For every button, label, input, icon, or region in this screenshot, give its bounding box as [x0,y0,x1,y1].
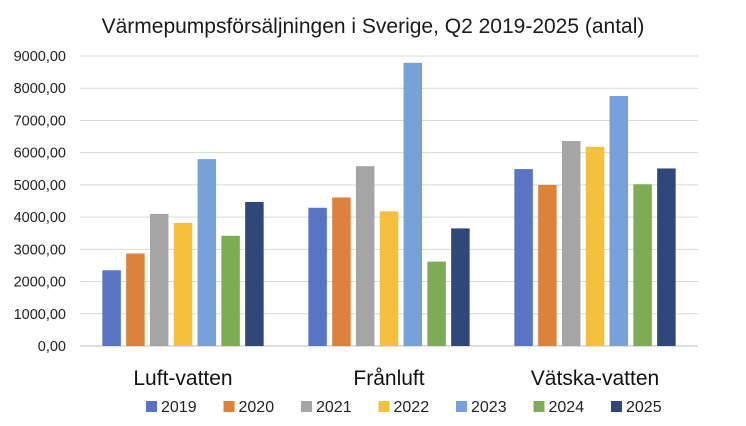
bar-2019-Frånluft [308,207,327,346]
y-tick-label: 4000,00 [14,210,66,226]
bar-2021-Luft-vatten [149,213,169,346]
legend-label-2019: 2019 [161,399,197,416]
bar-2025-Frånluft [451,228,470,346]
bar-2019-Vätska-vatten [514,169,533,346]
x-category-label: Luft-vatten [133,367,232,390]
bar-2024-Vätska-vatten [633,184,652,346]
bar-2023-Luft-vatten [197,159,217,346]
bar-2022-Vätska-vatten [585,146,605,346]
legend-swatch-2019 [146,401,157,412]
bars [102,62,676,347]
chart-title: Värmepumpsförsäljningen i Sverige, Q2 20… [102,15,645,38]
legend-label-2025: 2025 [626,399,662,416]
bar-2025-Vätska-vatten [657,168,676,346]
x-category-label: Vätska-vatten [531,367,659,390]
bar-2022-Luft-vatten [173,222,193,346]
y-tick-label: 8000,00 [14,81,66,97]
y-axis: 0,00 1000,00 2000,00 3000,00 4000,00 5000,00 6… [14,49,66,355]
y-tick-label: 9000,00 [14,49,66,65]
bar-2022-Frånluft [379,211,399,346]
bar-2023-Frånluft [403,62,423,347]
legend: 2019 2020 2021 2022 2023 2024 2025 [146,399,662,416]
bar-2020-Vätska-vatten [538,184,557,346]
y-tick-label: 2000,00 [14,275,66,291]
y-tick-label: 3000,00 [14,242,66,258]
x-category-label: Frånluft [353,367,424,390]
y-tick-label: 1000,00 [14,307,66,323]
bar-2025-Luft-vatten [245,201,264,346]
legend-swatch-2025 [611,401,622,412]
legend-swatch-2021 [301,401,312,412]
bar-2021-Vätska-vatten [561,141,581,346]
y-tick-label: 5000,00 [14,178,66,194]
y-tick-label: 6000,00 [14,146,66,162]
legend-swatch-2024 [533,401,545,412]
legend-label-2024: 2024 [549,399,585,416]
y-tick-label: 0,00 [38,339,66,355]
bar-2020-Frånluft [332,197,351,346]
bar-2024-Frånluft [427,261,446,346]
legend-label-2022: 2022 [394,399,430,416]
bar-2024-Luft-vatten [221,235,240,346]
bar-2023-Vätska-vatten [609,95,629,346]
bar-2021-Frånluft [355,166,375,346]
legend-label-2021: 2021 [316,399,352,416]
legend-swatch-2023 [456,401,467,412]
legend-label-2023: 2023 [471,399,507,416]
legend-label-2020: 2020 [239,399,275,416]
legend-swatch-2022 [378,401,390,412]
bar-2020-Luft-vatten [126,253,145,346]
y-tick-label: 7000,00 [14,113,66,129]
x-axis: Luft-vatten Frånluft Vätska-vatten [133,367,659,390]
bar-2019-Luft-vatten [102,270,121,346]
legend-swatch-2020 [223,401,235,412]
